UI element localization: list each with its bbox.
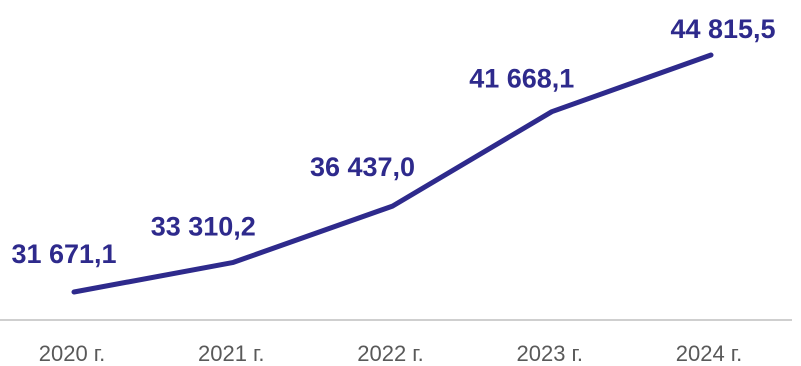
plot-area: 31 671,1 33 310,2 36 437,0 41 668,1 44 815,5… — [0, 14, 792, 366]
x-tick-label: 2020 г. — [39, 341, 106, 366]
x-tick-label: 2024 г. — [676, 341, 743, 366]
data-label: 44 815,5 — [670, 14, 775, 44]
data-label: 41 668,1 — [469, 64, 574, 94]
series-line — [71, 52, 714, 295]
x-tick-label: 2022 г. — [357, 341, 424, 366]
data-labels: 31 671,1 33 310,2 36 437,0 41 668,1 44 815,5 — [11, 14, 775, 269]
data-label: 36 437,0 — [310, 152, 415, 182]
data-label: 31 671,1 — [11, 239, 116, 269]
x-tick-label: 2023 г. — [516, 341, 583, 366]
data-label: 33 310,2 — [151, 211, 256, 241]
x-tick-label: 2021 г. — [198, 341, 265, 366]
x-tick-labels: 2020 г. 2021 г. 2022 г. 2023 г. 2024 г. — [39, 341, 743, 366]
